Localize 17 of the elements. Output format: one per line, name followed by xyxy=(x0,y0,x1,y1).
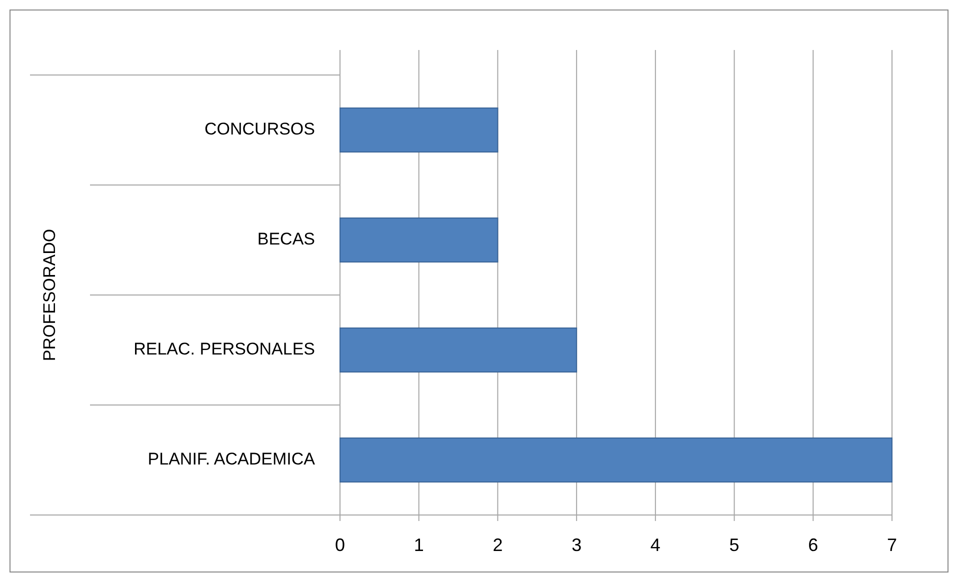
x-tick-label: 6 xyxy=(808,535,818,555)
y-tick-label: RELAC. PERSONALES xyxy=(134,339,315,358)
bar xyxy=(340,108,498,152)
y-axis-title: PROFESORADO xyxy=(40,228,59,362)
bar xyxy=(340,328,578,372)
y-tick-label: CONCURSOS xyxy=(204,119,315,138)
x-tick-label: 5 xyxy=(729,535,740,555)
x-tick-label: 1 xyxy=(414,535,424,555)
bar xyxy=(340,438,892,482)
x-tick-label: 4 xyxy=(650,535,660,555)
x-tick-label: 3 xyxy=(572,535,582,555)
y-tick-label: PLANIF. ACADEMICA xyxy=(148,449,316,468)
y-tick-label: BECAS xyxy=(257,229,315,248)
x-tick-label: 7 xyxy=(886,535,898,555)
x-tick-label: 0 xyxy=(334,535,346,555)
x-tick-label: 2 xyxy=(492,535,503,555)
bar xyxy=(340,218,498,262)
